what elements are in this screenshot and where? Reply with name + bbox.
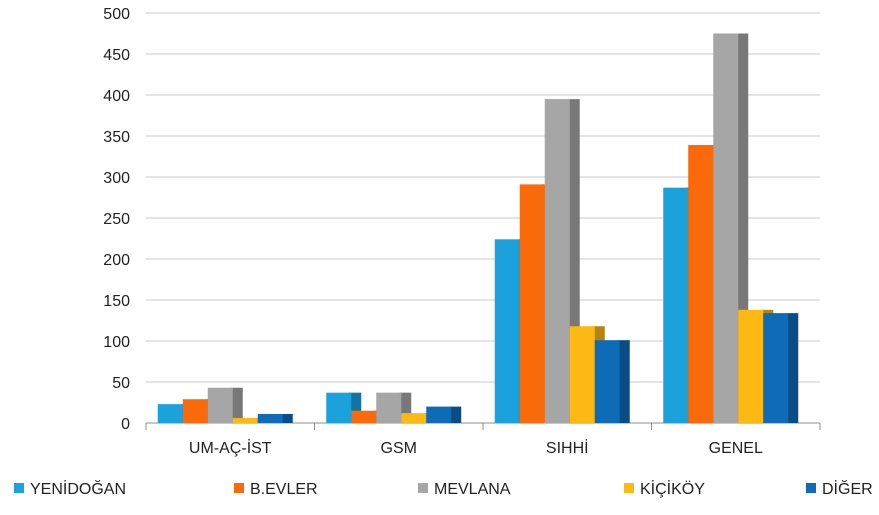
y-tick-label: 350 [103,129,130,146]
bar [426,406,452,423]
x-category-label: GENEL [709,440,763,457]
bar-side [230,387,243,423]
y-tick-label: 450 [103,47,130,64]
y-tick-label: 150 [103,293,130,310]
bar [713,33,739,423]
bar [351,410,377,423]
bar [544,99,570,423]
legend-swatch [234,483,244,493]
legend-swatch [418,483,428,493]
y-tick-label: 500 [103,6,130,23]
y-tick-label: 100 [103,334,130,351]
y-tick-label: 400 [103,88,130,105]
legend-label: DİĞER [822,479,873,498]
bar [663,187,689,423]
bar-side [786,313,799,423]
y-tick-label: 300 [103,170,130,187]
x-category-label: GSM [381,440,417,457]
y-tick-label: 50 [112,375,130,392]
bar-side [280,413,293,423]
bar [594,340,620,423]
y-tick-label: 250 [103,211,130,228]
bar [326,392,352,423]
bar [494,239,520,423]
bar-side [449,406,462,423]
legend-label: YENİDOĞAN [30,479,126,498]
bar [157,404,183,423]
bar [401,413,427,423]
bar [738,309,764,423]
legend-label: MEVLANA [434,481,511,498]
bar [232,418,258,423]
legend-swatch [14,483,24,493]
bar [569,326,595,423]
bar-side [617,340,630,423]
bar [688,145,714,423]
legend-swatch [624,483,634,493]
y-tick-label: 200 [103,252,130,269]
y-tick-label: 0 [121,416,130,433]
x-category-label: UM-AÇ-İST [189,438,272,457]
legend-label: B.EVLER [250,481,318,498]
bar [763,313,789,423]
bar [182,399,208,423]
bar [257,413,283,423]
legend-label: KİÇİKÖY [640,479,705,498]
bar [519,184,545,423]
bar [207,387,233,423]
bar [376,392,402,423]
legend-swatch [806,483,816,493]
x-category-label: SIHHİ [546,438,589,457]
